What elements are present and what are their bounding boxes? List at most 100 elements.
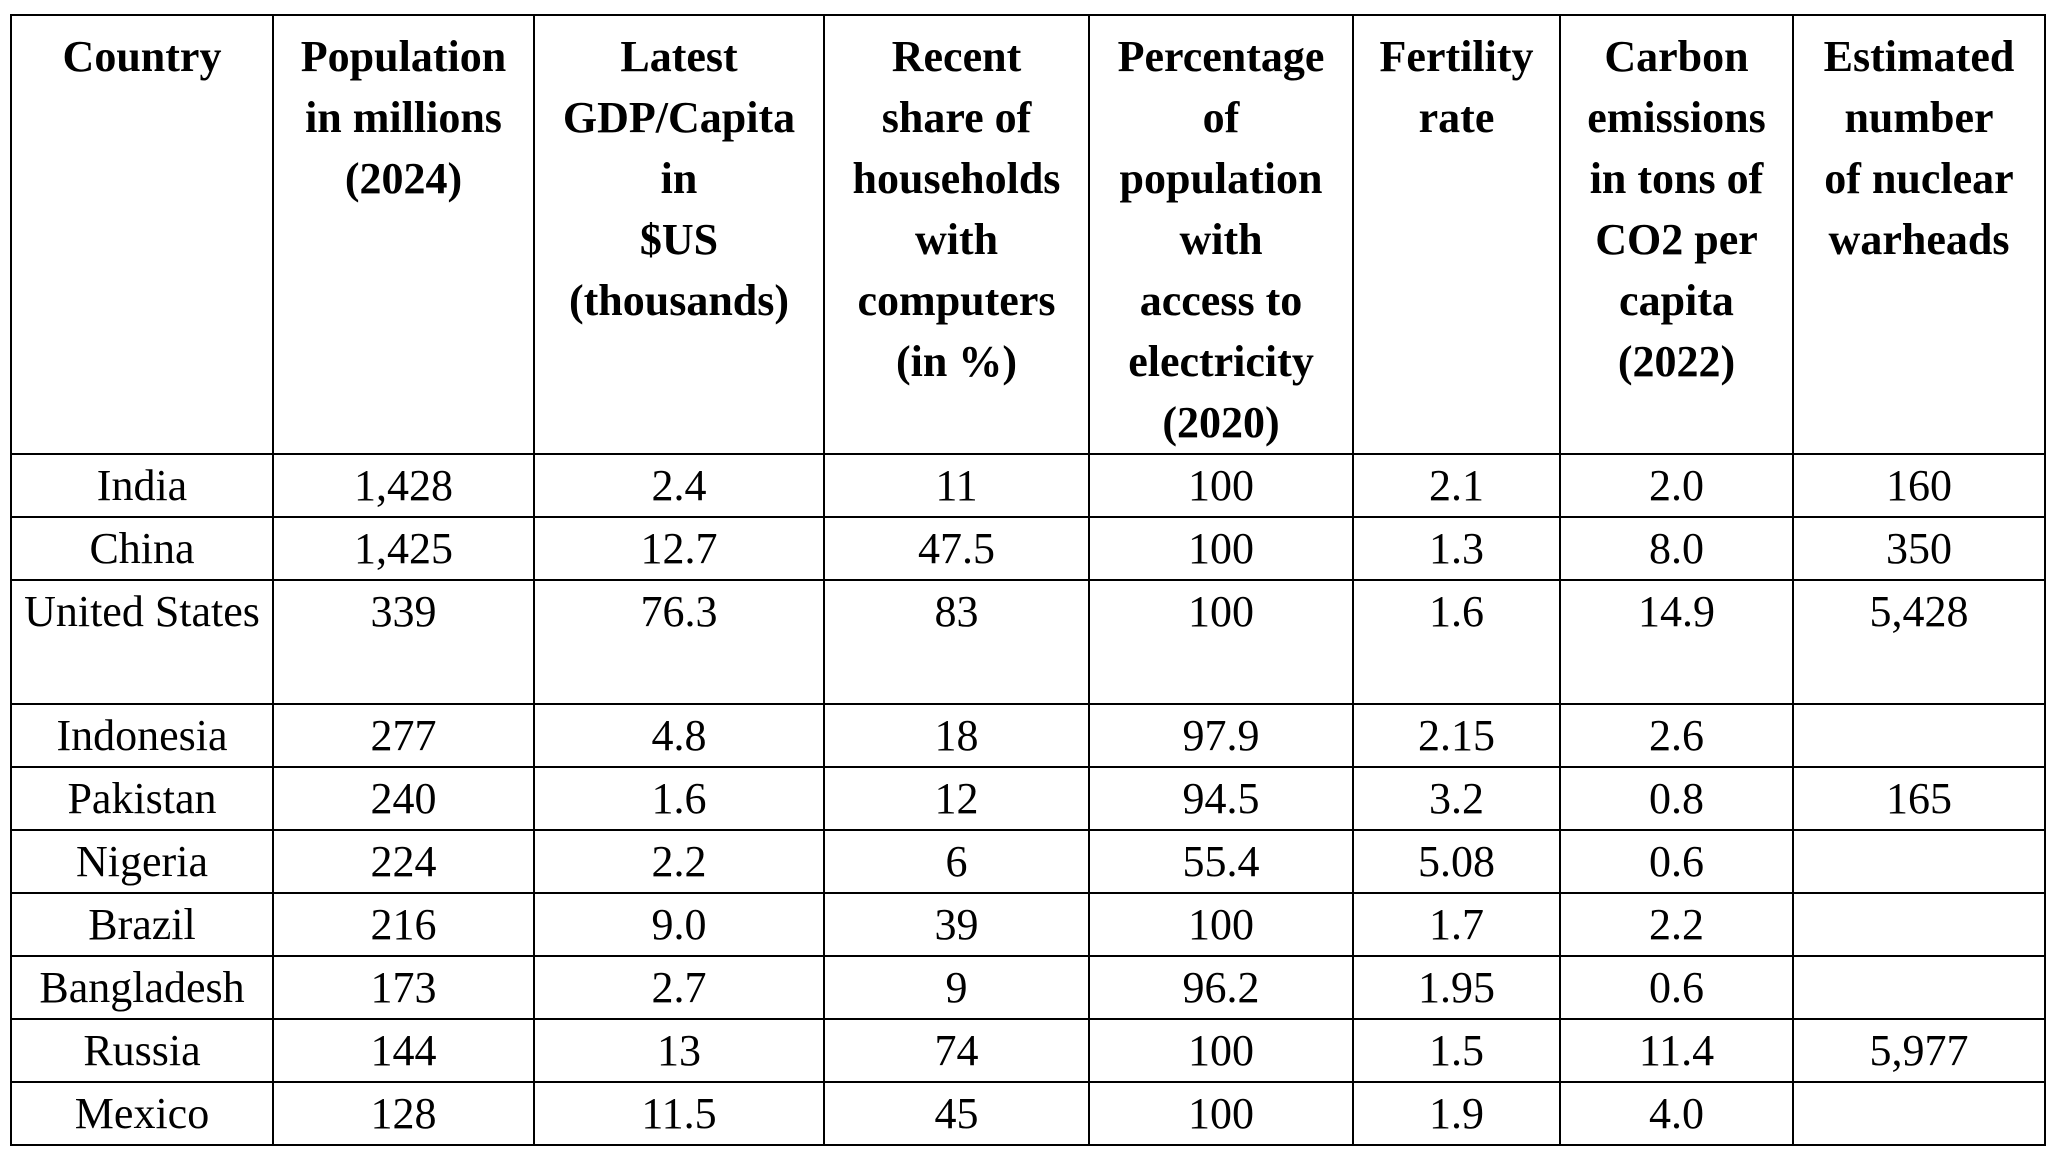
cell-carbon: 0.8 xyxy=(1559,766,1794,831)
header-line: with xyxy=(914,215,999,264)
header-line: in tons of xyxy=(1589,154,1764,203)
cell-country: Brazil xyxy=(10,892,274,957)
cell-population: 1,425 xyxy=(272,516,535,581)
cell-population: 216 xyxy=(272,892,535,957)
cell-population: 144 xyxy=(272,1018,535,1083)
cell-computers: 18 xyxy=(823,703,1090,768)
table-row: Indonesia 277 4.8 18 97.9 2.15 2.6 xyxy=(10,703,2046,768)
cell-country: United States xyxy=(10,579,274,705)
cell-fertility: 2.1 xyxy=(1352,453,1561,518)
header-line: Country xyxy=(62,32,222,81)
header-line: (thousands) xyxy=(568,276,790,325)
header-line: Population xyxy=(300,32,507,81)
header-line: computers xyxy=(857,276,1056,325)
cell-gdp: 9.0 xyxy=(533,892,825,957)
cell-warheads xyxy=(1792,703,2046,768)
cell-warheads: 160 xyxy=(1792,453,2046,518)
cell-electricity: 97.9 xyxy=(1088,703,1354,768)
cell-population: 1,428 xyxy=(272,453,535,518)
table-row: United States 339 76.3 83 100 1.6 14.9 5… xyxy=(10,579,2046,705)
cell-carbon: 2.2 xyxy=(1559,892,1794,957)
cell-carbon: 4.0 xyxy=(1559,1081,1794,1146)
cell-computers: 74 xyxy=(823,1018,1090,1083)
header-line: Carbon xyxy=(1604,32,1749,81)
cell-electricity: 100 xyxy=(1088,892,1354,957)
header-fertility: Fertility rate xyxy=(1352,14,1561,455)
header-line: of nuclear xyxy=(1824,154,2014,203)
cell-fertility: 1.95 xyxy=(1352,955,1561,1020)
header-line: number xyxy=(1844,93,1994,142)
table-row: China 1,425 12.7 47.5 100 1.3 8.0 350 xyxy=(10,516,2046,581)
cell-computers: 39 xyxy=(823,892,1090,957)
cell-population: 339 xyxy=(272,579,535,705)
header-line: (2024) xyxy=(344,154,463,203)
cell-carbon: 2.0 xyxy=(1559,453,1794,518)
cell-electricity: 55.4 xyxy=(1088,829,1354,894)
table-row: India 1,428 2.4 11 100 2.1 2.0 160 xyxy=(10,453,2046,518)
cell-carbon: 2.6 xyxy=(1559,703,1794,768)
data-table-container: Country Population in millions (2024) La… xyxy=(10,14,2046,1146)
cell-fertility: 1.7 xyxy=(1352,892,1561,957)
cell-computers: 47.5 xyxy=(823,516,1090,581)
cell-fertility: 2.15 xyxy=(1352,703,1561,768)
header-line: (2022) xyxy=(1617,337,1736,386)
cell-gdp: 4.8 xyxy=(533,703,825,768)
cell-computers: 9 xyxy=(823,955,1090,1020)
cell-population: 128 xyxy=(272,1081,535,1146)
cell-fertility: 3.2 xyxy=(1352,766,1561,831)
cell-electricity: 100 xyxy=(1088,516,1354,581)
cell-electricity: 100 xyxy=(1088,1018,1354,1083)
cell-electricity: 100 xyxy=(1088,1081,1354,1146)
header-gdp-per-capita: Latest GDP/Capita in $US (thousands) xyxy=(533,14,825,455)
cell-warheads xyxy=(1792,955,2046,1020)
cell-computers: 11 xyxy=(823,453,1090,518)
cell-gdp: 2.2 xyxy=(533,829,825,894)
cell-fertility: 1.6 xyxy=(1352,579,1561,705)
header-line: share of xyxy=(881,93,1032,142)
table-row: Nigeria 224 2.2 6 55.4 5.08 0.6 xyxy=(10,829,2046,894)
cell-carbon: 14.9 xyxy=(1559,579,1794,705)
header-line: Recent xyxy=(891,32,1022,81)
header-line: population xyxy=(1119,154,1323,203)
header-country: Country xyxy=(10,14,274,455)
header-line: CO2 per xyxy=(1595,215,1758,264)
cell-carbon: 11.4 xyxy=(1559,1018,1794,1083)
cell-fertility: 1.5 xyxy=(1352,1018,1561,1083)
cell-country: India xyxy=(10,453,274,518)
cell-gdp: 12.7 xyxy=(533,516,825,581)
cell-warheads xyxy=(1792,829,2046,894)
cell-electricity: 94.5 xyxy=(1088,766,1354,831)
header-population: Population in millions (2024) xyxy=(272,14,535,455)
header-row: Country Population in millions (2024) La… xyxy=(10,14,2046,455)
header-electricity: Percentage of population with access to … xyxy=(1088,14,1354,455)
header-line: rate xyxy=(1418,93,1495,142)
header-line: households xyxy=(852,154,1061,203)
cell-gdp: 13 xyxy=(533,1018,825,1083)
cell-population: 173 xyxy=(272,955,535,1020)
cell-fertility: 1.3 xyxy=(1352,516,1561,581)
header-line: $US xyxy=(639,215,719,264)
cell-warheads: 5,428 xyxy=(1792,579,2046,705)
cell-population: 224 xyxy=(272,829,535,894)
cell-country: Nigeria xyxy=(10,829,274,894)
cell-carbon: 0.6 xyxy=(1559,829,1794,894)
cell-warheads: 5,977 xyxy=(1792,1018,2046,1083)
header-line: in xyxy=(660,154,698,203)
header-line: Percentage xyxy=(1117,32,1325,81)
header-line: GDP/Capita xyxy=(562,93,796,142)
cell-country: Bangladesh xyxy=(10,955,274,1020)
cell-electricity: 96.2 xyxy=(1088,955,1354,1020)
header-line: emissions xyxy=(1587,93,1766,142)
cell-warheads: 350 xyxy=(1792,516,2046,581)
cell-gdp: 2.7 xyxy=(533,955,825,1020)
cell-warheads xyxy=(1792,892,2046,957)
cell-carbon: 0.6 xyxy=(1559,955,1794,1020)
header-line: Estimated xyxy=(1823,32,2015,81)
table-row: Bangladesh 173 2.7 9 96.2 1.95 0.6 xyxy=(10,955,2046,1020)
header-computers: Recent share of households with computer… xyxy=(823,14,1090,455)
header-line: with xyxy=(1179,215,1263,264)
cell-country: Pakistan xyxy=(10,766,274,831)
header-line: Fertility xyxy=(1379,32,1534,81)
header-line: warheads xyxy=(1828,215,2010,264)
header-nuclear-warheads: Estimated number of nuclear warheads xyxy=(1792,14,2046,455)
